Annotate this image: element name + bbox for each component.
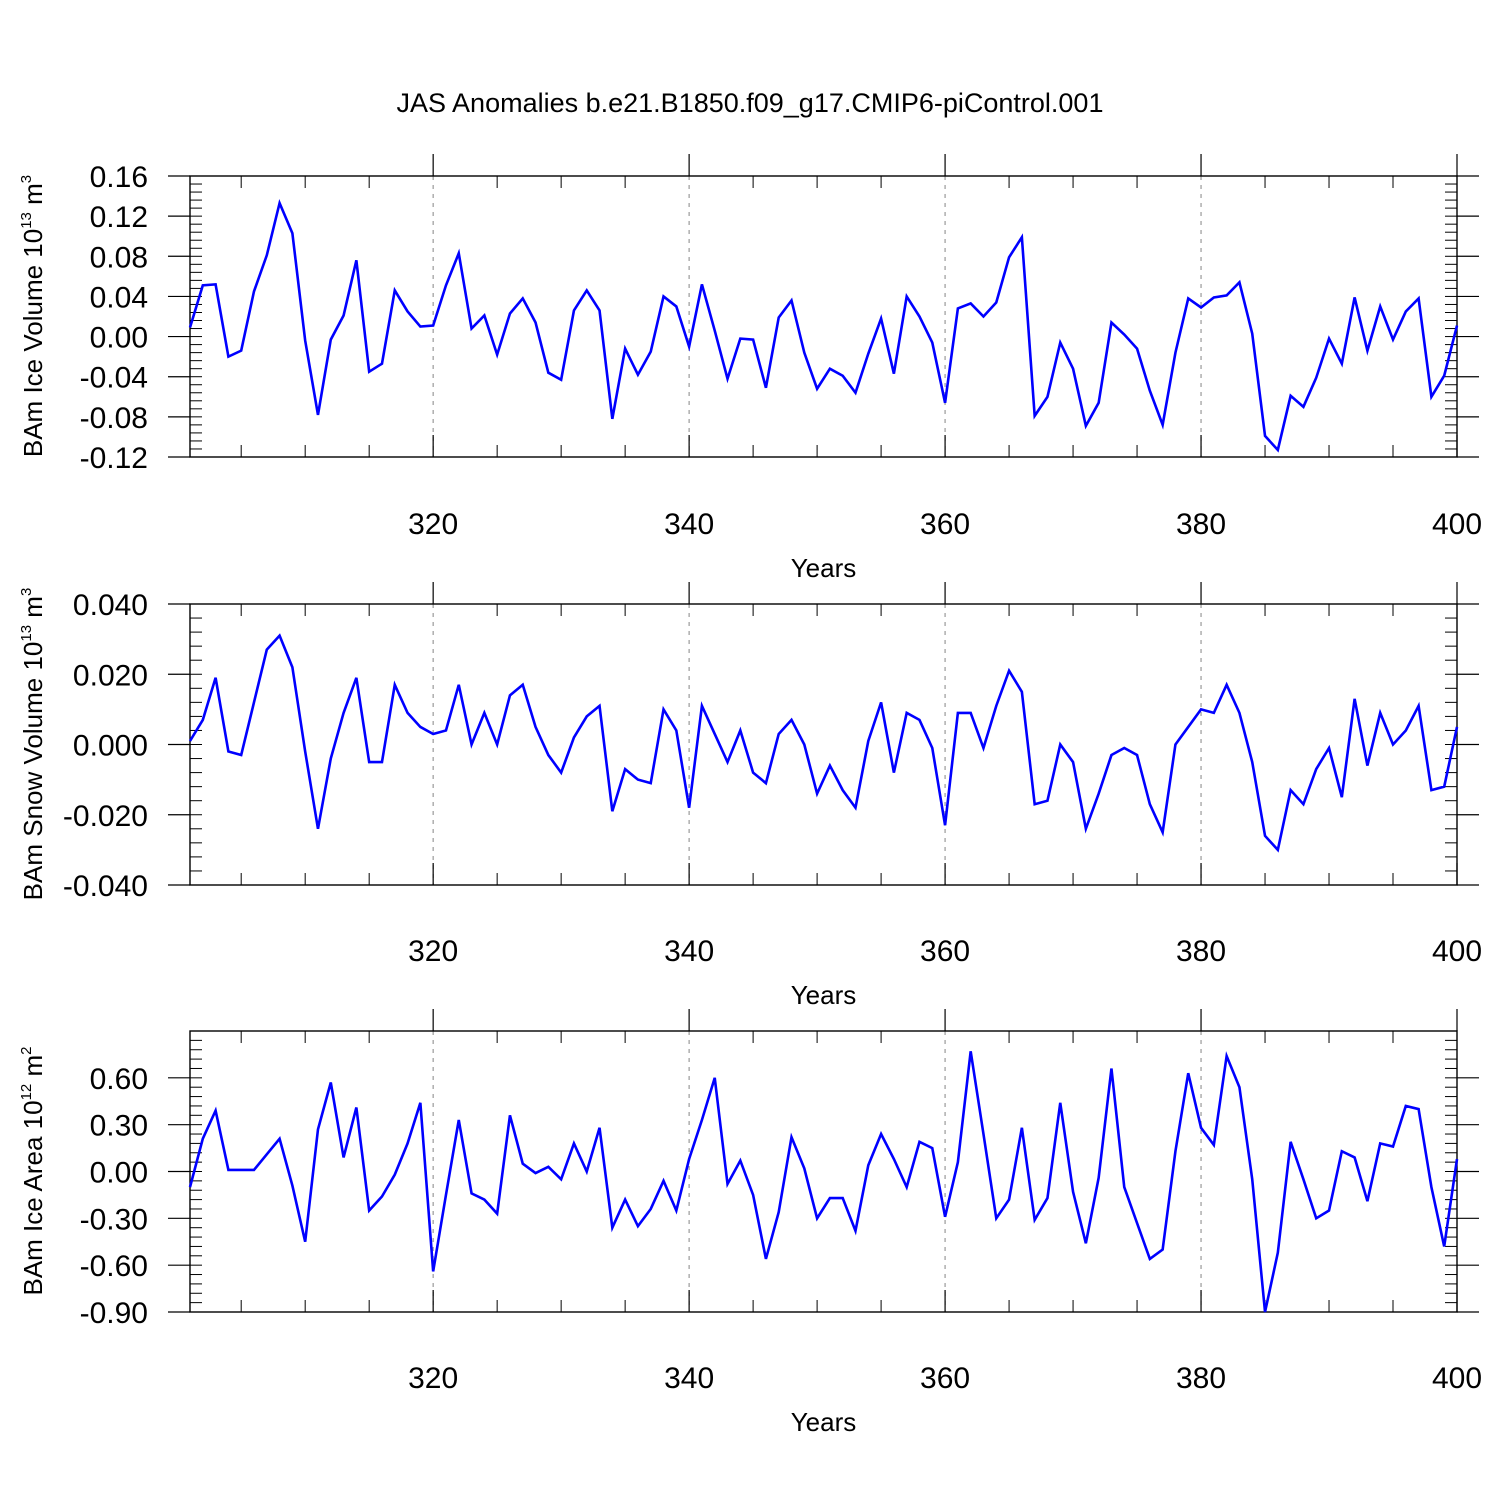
x-axis-title: Years xyxy=(791,980,857,1010)
y-tick-label: 0.16 xyxy=(90,161,148,194)
y-tick-label: -0.30 xyxy=(80,1203,148,1236)
x-axis-title: Years xyxy=(791,1407,857,1437)
panel-ice-volume: 0.16 0.12 0.08 0.04 0.00 -0.04 -0.08 -0.12 320 34… xyxy=(18,154,1482,583)
x-tick-label: 380 xyxy=(1176,508,1226,541)
series-line xyxy=(188,633,1459,853)
y-tick-label: -0.04 xyxy=(80,362,148,395)
plot-frame xyxy=(189,1030,1458,1313)
y-axis-title: BAm Snow Volume 1013 m3 xyxy=(18,588,48,901)
x-tick-label: 360 xyxy=(920,508,970,541)
x-tick-label: 400 xyxy=(1432,508,1482,541)
y-tick-label: -0.12 xyxy=(80,442,148,475)
panel-snow-volume: 0.040 0.020 0.000 -0.020 -0.040 320 340 360 380 4… xyxy=(18,582,1482,1010)
y-axis-title: BAm Ice Area 1012 m2 xyxy=(18,1046,48,1295)
y-tick-label: -0.020 xyxy=(63,800,148,833)
x-tick-label: 380 xyxy=(1176,1362,1226,1395)
y-tick-label: -0.60 xyxy=(80,1250,148,1283)
y-tick-label: 0.08 xyxy=(90,241,148,274)
x-tick-label: 340 xyxy=(664,508,714,541)
x-tick-label: 360 xyxy=(920,935,970,968)
x-tick-label: 400 xyxy=(1432,935,1482,968)
y-tick-label: 0.00 xyxy=(90,322,148,355)
x-tick-label: 400 xyxy=(1432,1362,1482,1395)
x-tick-label: 360 xyxy=(920,1362,970,1395)
x-axis-title: Years xyxy=(791,553,857,583)
panel-ice-area: 0.60 0.30 0.00 -0.30 -0.60 -0.90 320 340 360 380 4… xyxy=(18,1009,1482,1437)
y-tick-label: 0.000 xyxy=(73,730,148,763)
y-tick-label: 0.04 xyxy=(90,281,148,314)
x-tick-label: 320 xyxy=(408,1362,458,1395)
page-title: JAS Anomalies b.e21.B1850.f09_g17.CMIP6-… xyxy=(396,88,1104,118)
y-tick-label: -0.90 xyxy=(80,1297,148,1330)
y-tick-label: 0.60 xyxy=(90,1063,148,1096)
plot-frame xyxy=(189,175,1458,458)
y-tick-label: -0.08 xyxy=(80,402,148,435)
y-tick-label: 0.12 xyxy=(90,201,148,234)
x-tick-label: 340 xyxy=(664,1362,714,1395)
y-tick-label: 0.30 xyxy=(90,1110,148,1143)
y-tick-label: 0.020 xyxy=(73,659,148,692)
y-tick-label: 0.00 xyxy=(90,1157,148,1190)
x-tick-label: 380 xyxy=(1176,935,1226,968)
series-line xyxy=(188,1051,1459,1313)
x-tick-label: 340 xyxy=(664,935,714,968)
y-axis-title: BAm Ice Volume 1013 m3 xyxy=(18,175,48,457)
y-tick-label: 0.040 xyxy=(73,589,148,622)
x-tick-label: 320 xyxy=(408,508,458,541)
x-tick-label: 320 xyxy=(408,935,458,968)
plot-frame xyxy=(189,603,1458,886)
series-line xyxy=(188,198,1459,453)
y-tick-label: -0.040 xyxy=(63,870,148,903)
